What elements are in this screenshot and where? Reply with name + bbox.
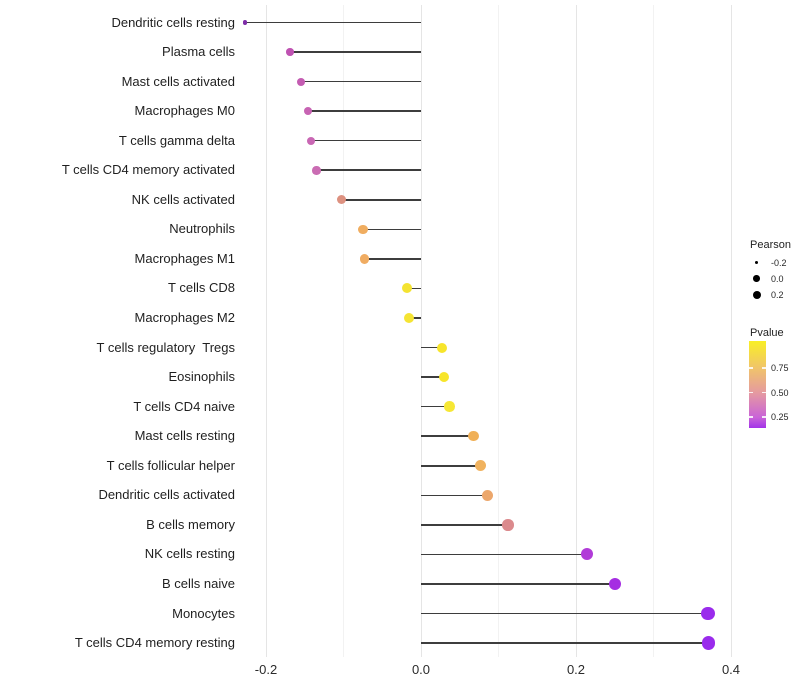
size-legend-title: Pearson <box>750 239 791 251</box>
lollipop-dot <box>336 195 346 205</box>
size-legend-dot <box>752 290 761 299</box>
colorbar-tick <box>761 416 766 418</box>
lollipop-stem <box>421 435 474 437</box>
lollipop-dot <box>439 372 450 383</box>
gridline-major <box>265 5 267 657</box>
y-axis-label: Dendritic cells activated <box>98 487 235 503</box>
lollipop-dot <box>303 107 312 116</box>
y-axis-label: T cells CD4 memory resting <box>74 635 235 651</box>
y-axis-label: Macrophages M0 <box>134 103 235 119</box>
y-axis-label: T cells follicular helper <box>106 457 235 473</box>
x-axis-tick-label: 0.0 <box>411 662 431 677</box>
lollipop-dot <box>359 254 370 264</box>
legend: Pearson -0.2 0.0 0.2 Pvalue 0.75 0.50 0.25 <box>740 232 800 442</box>
y-axis-label: NK cells resting <box>144 546 235 562</box>
gridline-minor <box>653 5 654 657</box>
y-axis-label: T cells gamma delta <box>118 132 235 148</box>
y-axis-label: Plasma cells <box>162 44 235 60</box>
lollipop-stem <box>421 464 481 467</box>
lollipop-stem <box>341 199 421 201</box>
y-axis-label: Mast cells resting <box>134 428 235 444</box>
y-axis-label: T cells CD4 naive <box>133 398 235 414</box>
lollipop-dot <box>475 460 487 472</box>
lollipop-stem <box>316 169 421 172</box>
lollipop-stem <box>421 553 587 556</box>
lollipop-dot <box>502 519 514 531</box>
lollipop-stem <box>421 524 508 526</box>
y-axis-label: T cells regulatory Tregs <box>96 339 235 355</box>
lollipop-dot <box>701 636 716 650</box>
y-axis-label: Eosinophils <box>168 369 236 385</box>
pvalue-colorbar <box>748 341 766 428</box>
colorbar-tick <box>748 416 753 418</box>
lollipop-dot <box>580 548 593 561</box>
x-axis-tick-label: 0.2 <box>566 662 586 677</box>
gridline-minor <box>343 5 344 657</box>
size-legend-dot <box>753 275 760 282</box>
lollipop-stem <box>421 583 615 585</box>
lollipop-dot <box>436 342 447 353</box>
x-axis-tick-label: -0.2 <box>254 662 278 677</box>
lollipop-dot <box>608 577 621 591</box>
colorbar-tick <box>748 391 753 394</box>
lollipop-dot <box>468 430 479 442</box>
lollipop-stem <box>421 405 450 408</box>
colorbar-tick-label: 0.50 <box>771 387 789 398</box>
y-axis-label: Dendritic cells resting <box>111 14 235 30</box>
gridline-major <box>730 5 732 657</box>
y-axis-label: T cells CD4 memory activated <box>61 162 235 178</box>
lollipop-dot <box>404 313 415 323</box>
y-axis-label: Mast cells activated <box>121 73 235 89</box>
lollipop-stem <box>409 317 421 319</box>
colorbar-tick <box>748 367 753 369</box>
lollipop-dot <box>306 136 315 145</box>
colorbar-tick-label: 0.75 <box>771 363 789 373</box>
lollipop-dot <box>312 166 321 175</box>
y-axis-label: Macrophages M2 <box>134 310 235 325</box>
lollipop-stem <box>307 110 421 112</box>
y-axis-label: B cells naive <box>162 575 235 591</box>
lollipop-dot <box>242 20 248 25</box>
lollipop-dot <box>286 48 294 56</box>
lollipop-stem <box>421 642 709 644</box>
colorbar-tick <box>761 391 766 394</box>
gridline-major <box>575 5 577 657</box>
lollipop-stem <box>362 228 421 231</box>
gridline-major <box>420 5 422 657</box>
lollipop-stem <box>310 139 421 142</box>
lollipop-dot <box>701 606 715 621</box>
lollipop-stem <box>421 494 488 497</box>
size-legend-label: 0.2 <box>771 289 784 300</box>
colorbar-tick-label: 0.25 <box>771 412 789 422</box>
x-axis-tick-label: 0.4 <box>721 662 741 677</box>
y-axis-label: Neutrophils <box>169 221 235 237</box>
lollipop-dot <box>296 77 305 86</box>
size-legend-label: 0.0 <box>771 273 784 284</box>
lollipop-stem <box>407 287 421 290</box>
size-legend-dot <box>754 260 759 265</box>
y-axis-label: Macrophages M1 <box>134 250 235 266</box>
lollipop-dot <box>402 283 413 294</box>
lollipop-stem <box>300 80 421 83</box>
lollipop-stem <box>364 258 421 260</box>
lollipop-stem <box>421 346 442 349</box>
lollipop-stem <box>421 612 708 615</box>
size-legend-label: -0.2 <box>771 257 787 268</box>
y-axis-label: NK cells activated <box>131 191 235 207</box>
color-legend-title: Pvalue <box>750 327 784 339</box>
y-axis-label: T cells CD8 <box>168 280 235 296</box>
lollipop-stem <box>245 21 421 24</box>
lollipop-dot <box>444 401 455 412</box>
lollipop-stem <box>290 51 421 53</box>
lollipop-stem <box>421 376 445 378</box>
colorbar-tick <box>761 367 766 369</box>
gridline-minor <box>498 5 499 657</box>
y-axis-label: B cells memory <box>146 516 235 532</box>
y-axis-label: Monocytes <box>172 605 235 621</box>
lollipop-dot <box>482 489 494 501</box>
lollipop-dot <box>358 224 368 235</box>
